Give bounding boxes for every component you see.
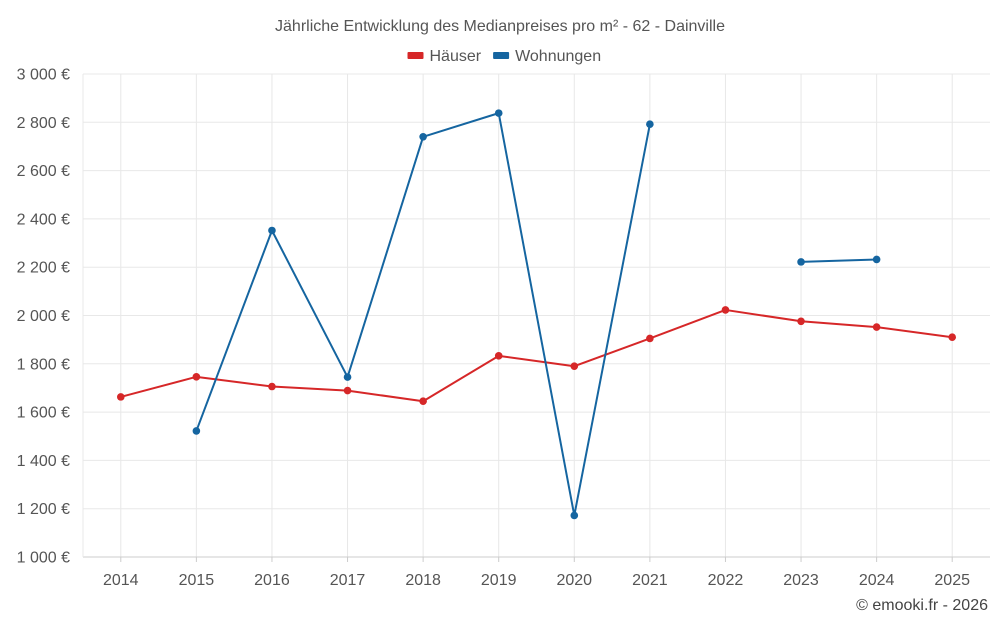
data-point bbox=[797, 258, 805, 266]
series-layer bbox=[116, 109, 957, 520]
x-tick-label: 2018 bbox=[405, 572, 441, 589]
x-tick-label: 2014 bbox=[103, 572, 139, 589]
data-point bbox=[646, 334, 654, 343]
chart-title: Jährliche Entwicklung des Medianpreises … bbox=[275, 18, 725, 35]
credit-text: © emooki.fr - 2026 bbox=[856, 597, 988, 614]
x-tick-label: 2017 bbox=[330, 572, 366, 589]
y-tick-label: 3 000 € bbox=[17, 67, 70, 84]
y-tick-label: 1 400 € bbox=[17, 453, 70, 470]
axes: 1 000 € 1 200 € 1 400 € 1 600 € 1 800 € 2 000… bbox=[17, 67, 990, 589]
y-tick-label: 1 200 € bbox=[17, 501, 70, 518]
gridlines bbox=[83, 73, 990, 557]
series-wohnungen bbox=[192, 109, 881, 520]
y-tick-label: 1 600 € bbox=[17, 405, 70, 422]
data-point bbox=[721, 306, 730, 314]
x-tick-label: 2020 bbox=[556, 572, 592, 589]
x-tick-label: 2025 bbox=[934, 572, 970, 589]
x-tick-label: 2021 bbox=[632, 572, 668, 589]
y-tick-label: 2 000 € bbox=[17, 308, 70, 325]
data-point bbox=[116, 393, 125, 401]
legend-item: Wohnungen bbox=[493, 48, 601, 65]
data-point bbox=[192, 427, 201, 435]
data-point bbox=[419, 132, 427, 141]
data-point bbox=[872, 255, 881, 264]
data-point bbox=[570, 511, 579, 520]
x-tick-label: 2024 bbox=[859, 572, 895, 589]
data-point bbox=[948, 333, 957, 342]
data-point bbox=[343, 386, 352, 395]
data-point bbox=[570, 362, 579, 371]
y-tick-label: 2 600 € bbox=[17, 163, 70, 180]
x-tick-label: 2019 bbox=[481, 572, 517, 589]
y-tick-label: 1 800 € bbox=[17, 356, 70, 373]
data-point bbox=[268, 382, 276, 391]
x-tick-label: 2022 bbox=[708, 572, 744, 589]
x-tick-label: 2016 bbox=[254, 572, 290, 589]
legend-item: Häuser bbox=[407, 48, 482, 65]
y-tick-label: 2 200 € bbox=[17, 260, 70, 277]
y-tick-label: 2 800 € bbox=[17, 115, 70, 132]
x-tick-label: 2015 bbox=[179, 572, 215, 589]
legend: Häuser Wohnungen bbox=[407, 48, 601, 65]
data-point bbox=[646, 120, 654, 129]
data-point bbox=[419, 397, 427, 406]
series-line bbox=[120, 308, 953, 403]
data-point bbox=[343, 373, 352, 381]
x-tick-label: 2023 bbox=[783, 572, 819, 589]
data-point bbox=[268, 226, 276, 235]
y-tick-label: 1 000 € bbox=[17, 550, 70, 567]
data-point bbox=[797, 317, 805, 326]
series-line bbox=[801, 258, 877, 263]
legend-label: Häuser bbox=[430, 48, 482, 65]
legend-swatch bbox=[407, 52, 424, 59]
data-point bbox=[872, 323, 881, 331]
series-haeuser bbox=[116, 306, 957, 406]
legend-label: Wohnungen bbox=[515, 48, 601, 65]
y-tick-label: 2 400 € bbox=[17, 211, 70, 228]
data-point bbox=[494, 109, 503, 117]
data-point bbox=[192, 373, 201, 381]
legend-swatch bbox=[493, 52, 510, 59]
data-point bbox=[494, 352, 503, 360]
